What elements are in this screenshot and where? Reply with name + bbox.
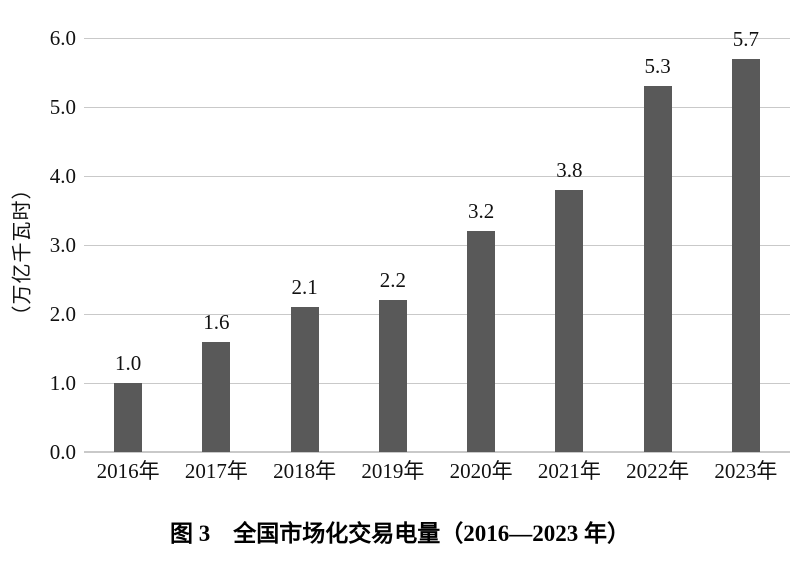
bar-value-label: 3.8 — [556, 157, 583, 182]
bar — [202, 341, 231, 452]
bar-value-label: 1.0 — [115, 351, 142, 375]
bar — [114, 383, 143, 452]
x-tick-label: 2020年 — [449, 459, 513, 483]
y-tick-label: 6.0 — [49, 26, 76, 50]
x-tick-label: 2021年 — [537, 459, 601, 483]
bar — [555, 189, 584, 452]
bar — [378, 300, 407, 452]
bar-value-label: 1.6 — [203, 309, 230, 334]
gridline — [84, 37, 790, 39]
y-tick-label: 3.0 — [49, 233, 76, 257]
y-tick-label: 2.0 — [49, 302, 76, 326]
bar-value-label: 5.7 — [732, 26, 759, 51]
bar-value-label: 5.3 — [644, 54, 671, 79]
bar-value-label: 3.2 — [468, 199, 495, 224]
x-tick-label: 2018年 — [273, 459, 337, 483]
bar — [467, 231, 496, 452]
bar-value-label: 2.1 — [291, 275, 318, 300]
y-tick-label: 0.0 — [49, 440, 76, 464]
bar — [731, 58, 760, 452]
x-tick-label: 2022年 — [626, 459, 690, 483]
y-tick-label: 5.0 — [49, 95, 76, 119]
gridline — [84, 313, 790, 315]
y-tick-label: 4.0 — [49, 164, 76, 188]
gridline — [84, 175, 790, 177]
gridline — [84, 244, 790, 246]
x-tick-label: 2017年 — [184, 459, 248, 483]
gridline — [84, 451, 790, 453]
bar — [290, 307, 319, 452]
bar — [643, 86, 672, 452]
x-tick-label: 2023年 — [714, 459, 778, 483]
gridline — [84, 382, 790, 384]
y-tick-label: 1.0 — [49, 371, 76, 395]
plot-area — [84, 37, 790, 453]
x-tick-label: 2019年 — [361, 459, 425, 483]
x-tick-label: 2016年 — [96, 459, 160, 483]
chart-caption: 图 3 全国市场化交易电量（2016—2023 年） — [170, 521, 630, 546]
gridline — [84, 106, 790, 108]
bar-value-label: 2.2 — [379, 268, 406, 293]
